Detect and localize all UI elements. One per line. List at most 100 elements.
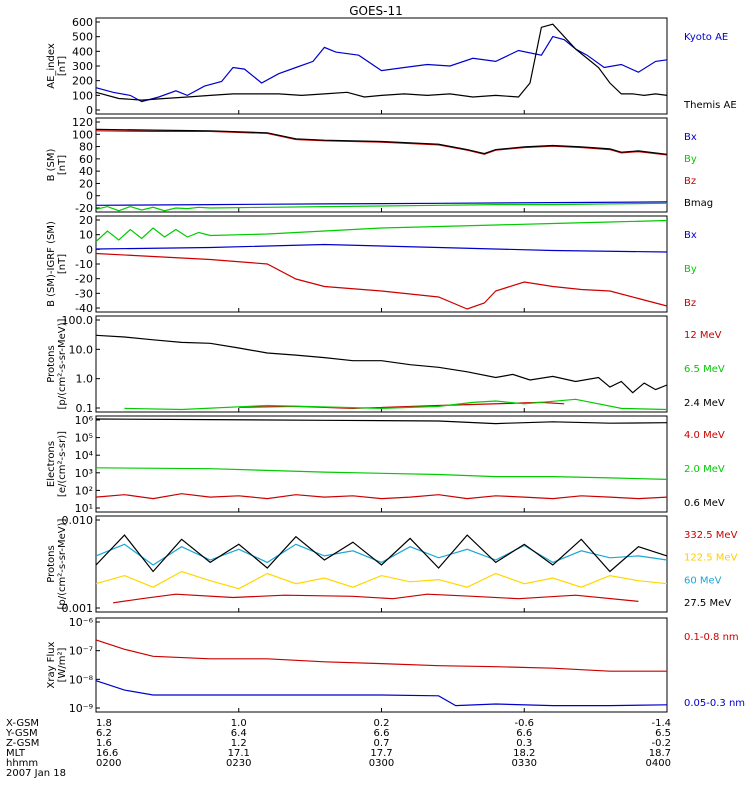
panel-frame: [95, 215, 668, 313]
ytick-label: 500: [72, 31, 93, 44]
legend-0-05-0-3-nm: 0.05-0.3 nm: [684, 698, 745, 709]
panel-ylabel: AE_index: [46, 43, 57, 89]
legend-27-5-mev: 27.5 MeV: [684, 598, 731, 609]
legend-332-5-mev: 332.5 MeV: [684, 530, 738, 541]
series-line-0-05-0-3-nm: [95, 680, 668, 707]
ephemeris-value: -0.2: [651, 738, 671, 749]
legend-bz: Bz: [684, 176, 696, 187]
ephemeris-value: 17.1: [228, 748, 250, 759]
panel-ylabel: Xray Flux: [46, 641, 57, 688]
ytick-label: 80: [79, 141, 93, 154]
legend-2-4-mev: 2.4 MeV: [684, 398, 725, 409]
ephemeris-value: 0200: [96, 758, 121, 769]
legend-6-5-mev: 6.5 MeV: [684, 364, 725, 375]
legend-by: By: [684, 154, 697, 165]
ytick-label: 10²: [75, 484, 93, 497]
ytick-label: -40: [75, 302, 93, 315]
ephemeris-value: 18.7: [649, 748, 671, 759]
series-line-bx: [95, 243, 668, 253]
series-line-60-mev: [95, 543, 668, 566]
ephemeris-value: 0400: [646, 758, 671, 769]
ephemeris-value: 16.6: [96, 748, 118, 759]
legend-bmag: Bmag: [684, 198, 713, 209]
panel-xray: 10⁻⁶ 10⁻⁷ 10⁻⁸ 10⁻⁹ Xray Flux [W/m²] 0.1-0.8 n…: [46, 616, 745, 715]
panel-frame: [95, 315, 668, 413]
panel-ylabel: Electrons: [46, 441, 57, 487]
series-line-by: [95, 202, 668, 212]
ephemeris-value: 0.3: [516, 738, 532, 749]
series-line-6-5-mev: [124, 398, 668, 411]
legend-4-0-mev: 4.0 MeV: [684, 430, 725, 441]
ytick-label: 10⁻⁸: [69, 673, 94, 686]
ytick-label: 0.001: [62, 602, 94, 615]
ephemeris-value: 6.4: [231, 728, 247, 739]
ephemeris-value: 0230: [226, 758, 251, 769]
ytick-label: 10⁶: [75, 414, 94, 427]
ytick-label: 10: [79, 229, 93, 242]
panel-frame: [95, 117, 668, 213]
series-line-themis-ae: [95, 23, 668, 101]
ytick-label: 10³: [75, 467, 93, 480]
ytick-label: 100: [72, 128, 93, 141]
legend-bz: Bz: [684, 298, 696, 309]
panel-frame: [95, 617, 668, 713]
legend-kyoto-ae: Kyoto AE: [684, 32, 728, 43]
ephemeris-value: 6.6: [374, 728, 390, 739]
ephemeris-value: 6.6: [516, 728, 532, 739]
series-line-122-5-mev: [95, 570, 668, 590]
ytick-label: -20: [75, 273, 93, 286]
ytick-label: 400: [72, 45, 93, 58]
panel-ylabel: Protons: [46, 345, 57, 382]
ytick-label: 0: [86, 104, 93, 117]
series-line-kyoto-ae: [95, 35, 668, 103]
ephemeris-value: 6.5: [655, 728, 671, 739]
ytick-label: -10: [75, 258, 93, 271]
ytick-label: 0.010: [62, 514, 94, 527]
figure-title: GOES-11: [349, 4, 403, 18]
panel-frame: [95, 17, 668, 115]
legend-122-5-mev: 122.5 MeV: [684, 553, 738, 564]
ephemeris-value: 1.2: [231, 738, 247, 749]
ytick-label: 20: [79, 214, 93, 227]
ephemeris-value: 0330: [512, 758, 537, 769]
panel-electrons: 10⁶ 10⁵ 10⁴ 10³ 10² 10¹ Electrons [e/(cm²-s-sr)…: [46, 414, 725, 515]
series-line-332-5-mev: [113, 593, 639, 604]
ytick-label: 10⁵: [75, 432, 93, 445]
ytick-label: 10¹: [75, 502, 93, 515]
panel-ylabel: B (SM)-IGRF (SM): [46, 221, 57, 307]
panel-ylabel: [nT]: [57, 155, 68, 175]
ytick-label: 120: [72, 116, 93, 129]
series-line-bmag: [95, 128, 668, 155]
panel-ylabel: [p/(cm²-s-sr-MeV)]: [57, 318, 68, 409]
panel-ylabel: [nT]: [57, 254, 68, 274]
panel-db: 20 100 -10 -20-30 -40 B (SM)-IGRF (SM) [nT] Bx B…: [46, 214, 697, 315]
ephemeris-value: 1.0: [231, 718, 247, 729]
ephemeris-value: 0.7: [374, 738, 390, 749]
ytick-label: 40: [79, 165, 93, 178]
ephemeris-row-label: MLT: [6, 748, 26, 759]
panel-protons_high: 0.010 0.001 Protons [p/(cm²-s-sr-MeV)] 332.5…: [46, 514, 738, 615]
panel-ylabel: B (SM): [46, 148, 57, 181]
panel-ylabel: [p/(cm²-s-sr-MeV)]: [57, 518, 68, 609]
ephemeris-value: -1.4: [651, 718, 671, 729]
ytick-label: 10⁻⁷: [69, 645, 93, 658]
ytick-label: 600: [72, 16, 93, 29]
ephemeris-value: 0300: [369, 758, 394, 769]
ytick-label: 10.0: [69, 343, 94, 356]
ephemeris-value: 18.2: [513, 748, 535, 759]
ytick-label: 0.1: [76, 402, 94, 415]
series-line-0-6-mev: [95, 418, 668, 425]
ytick-label: 0: [86, 190, 93, 203]
legend-by: By: [684, 264, 697, 275]
legend-2-0-mev: 2.0 MeV: [684, 464, 725, 475]
ephemeris-value: 17.7: [370, 748, 392, 759]
ytick-label: 100.0: [62, 314, 94, 327]
ytick-label: 60: [79, 153, 93, 166]
series-line-bz: [95, 130, 668, 156]
ephemeris-row-label: Z-GSM: [6, 738, 39, 749]
ephemeris-value: 0.2: [374, 718, 390, 729]
series-line-2-4-mev: [95, 334, 668, 394]
